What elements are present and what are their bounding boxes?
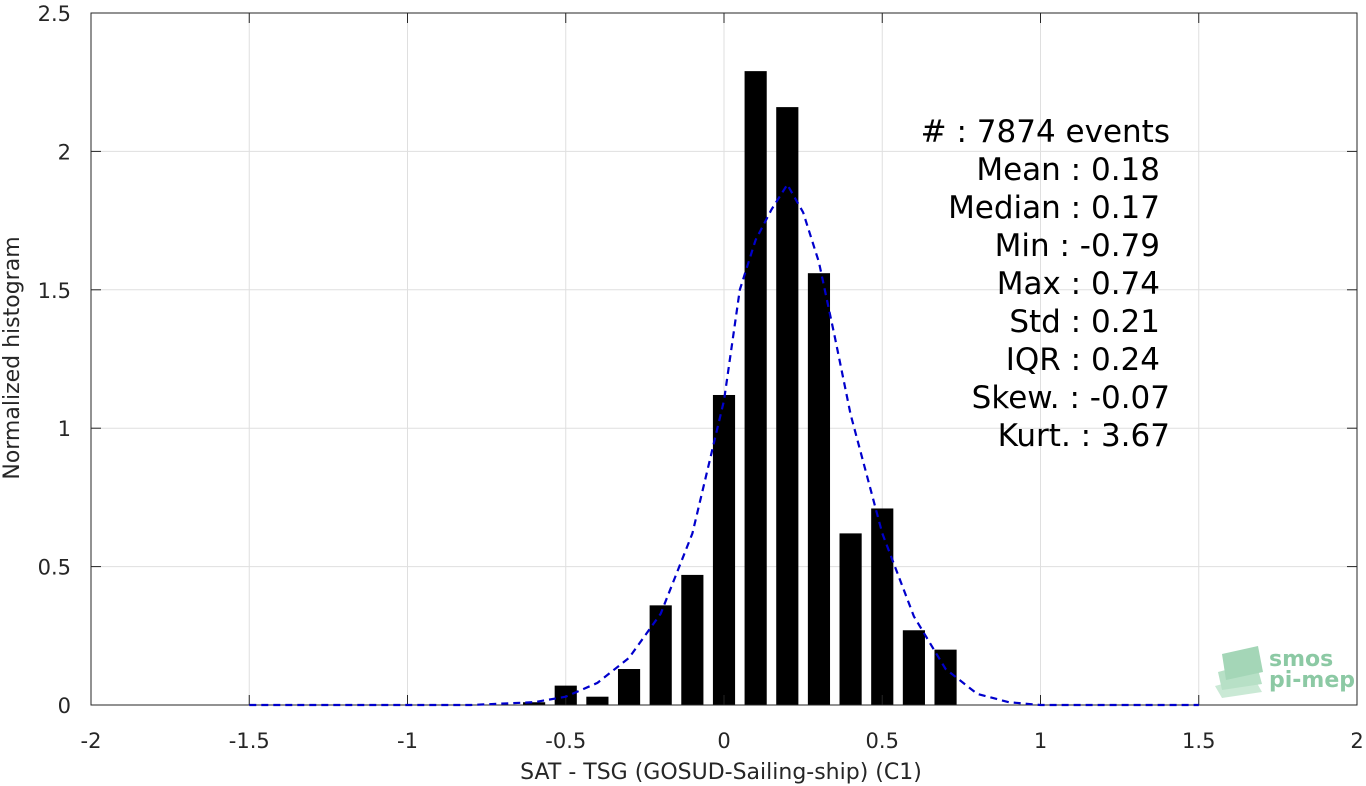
fit-curve	[249, 182, 1199, 707]
x-tick-label: -1.5	[229, 729, 270, 753]
histogram-bar	[617, 669, 641, 705]
y-tick-label: 2.5	[38, 2, 71, 26]
histogram-bar	[523, 702, 546, 705]
logo-mark-icon	[1215, 646, 1263, 698]
x-tick-label: 1.5	[1182, 729, 1215, 753]
histogram-bar	[681, 574, 704, 705]
histogram-bar	[586, 696, 609, 705]
stats-line: Min : -0.79	[995, 228, 1160, 264]
x-tick-label: -0.5	[545, 729, 586, 753]
x-tick-label: 0.5	[866, 729, 899, 753]
histogram-bar	[649, 605, 672, 705]
histogram-bar	[934, 649, 957, 705]
x-axis-ticks: -2 -1.5 -1 -0.5 0 0.5 1 1.5 2	[81, 13, 1364, 753]
smos-pi-mep-logo: smos pi-mep	[1215, 646, 1355, 698]
y-axis-label: Normalized histogram	[0, 236, 25, 479]
histogram-bar	[776, 107, 799, 705]
y-tick-label: 0	[58, 694, 71, 718]
stats-line: Max : 0.74	[997, 266, 1160, 302]
histogram-bar	[839, 533, 862, 705]
stats-line: # : 7874 events	[921, 114, 1170, 150]
stats-line: Kurt. : 3.67	[998, 418, 1170, 454]
x-tick-label: -1	[397, 729, 418, 753]
histogram-bar	[744, 71, 767, 706]
stats-line: Mean : 0.18	[976, 152, 1160, 188]
stats-line: Median : 0.17	[948, 190, 1160, 226]
histogram-bar	[871, 508, 894, 705]
logo-text-pi-mep: pi-mep	[1269, 668, 1355, 693]
y-tick-label: 1	[58, 417, 71, 441]
logo-text-smos: smos	[1269, 647, 1333, 672]
y-tick-label: 1.5	[38, 279, 71, 303]
x-tick-label: 0	[717, 729, 730, 753]
stats-line: Skew. : -0.07	[972, 380, 1170, 416]
histogram-bar	[712, 394, 736, 705]
x-axis-label: SAT - TSG (GOSUD-Sailing-ship) (C1)	[520, 760, 922, 785]
x-tick-label: 1	[1034, 729, 1047, 753]
y-tick-label: 0.5	[38, 556, 71, 580]
histogram-bar	[807, 273, 831, 705]
y-axis-ticks: 0 0.5 1 1.5 2 2.5	[38, 2, 1357, 718]
histogram-bars	[523, 71, 957, 706]
histogram-bar	[902, 630, 925, 705]
y-tick-label: 2	[58, 140, 71, 164]
stats-line: IQR : 0.24	[1006, 342, 1160, 378]
x-tick-label: 2	[1350, 729, 1363, 753]
x-tick-label: -2	[81, 729, 102, 753]
stats-line: Std : 0.21	[1009, 304, 1160, 340]
